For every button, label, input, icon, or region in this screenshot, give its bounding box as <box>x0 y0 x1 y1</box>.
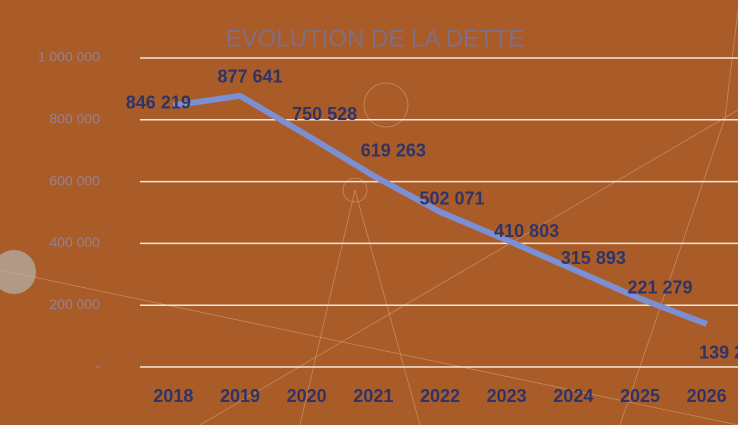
x-tick-label: 2023 <box>487 386 527 406</box>
x-tick-label: 2021 <box>353 386 393 406</box>
data-label: 619 263 <box>361 140 426 160</box>
y-tick-label: 400 000 <box>49 234 100 250</box>
data-label: 877 641 <box>217 67 282 87</box>
chart: EVOLUTION DE LA DETTE - 200 000 400 000 600… <box>0 0 738 425</box>
y-tick-label: 600 000 <box>49 172 100 188</box>
y-tick-label: 1 000 000 <box>38 49 100 65</box>
data-label: 846 219 <box>126 92 191 112</box>
background-decoration <box>0 10 738 425</box>
data-label: 221 279 <box>627 277 692 297</box>
data-label: 750 528 <box>292 104 357 124</box>
y-tick-label: 200 000 <box>49 296 100 312</box>
data-label: 139 277 <box>699 343 738 363</box>
data-label: 410 803 <box>494 221 559 241</box>
y-tick-label: 800 000 <box>49 111 100 127</box>
x-tick-label: 2026 <box>687 386 727 406</box>
x-tick-label: 2024 <box>553 386 593 406</box>
x-tick-label: 2018 <box>153 386 193 406</box>
x-tick-label: 2020 <box>287 386 327 406</box>
decor-circle <box>0 250 36 294</box>
x-tick-label: 2019 <box>220 386 260 406</box>
decor-line <box>620 118 725 425</box>
y-tick-label: - <box>95 358 100 374</box>
decor-line <box>200 110 738 425</box>
chart-title: EVOLUTION DE LA DETTE <box>226 25 525 52</box>
decor-line <box>725 10 738 118</box>
x-tick-label: 2025 <box>620 386 660 406</box>
data-label: 315 893 <box>561 248 626 268</box>
data-label: 502 071 <box>419 189 484 209</box>
x-tick-label: 2022 <box>420 386 460 406</box>
